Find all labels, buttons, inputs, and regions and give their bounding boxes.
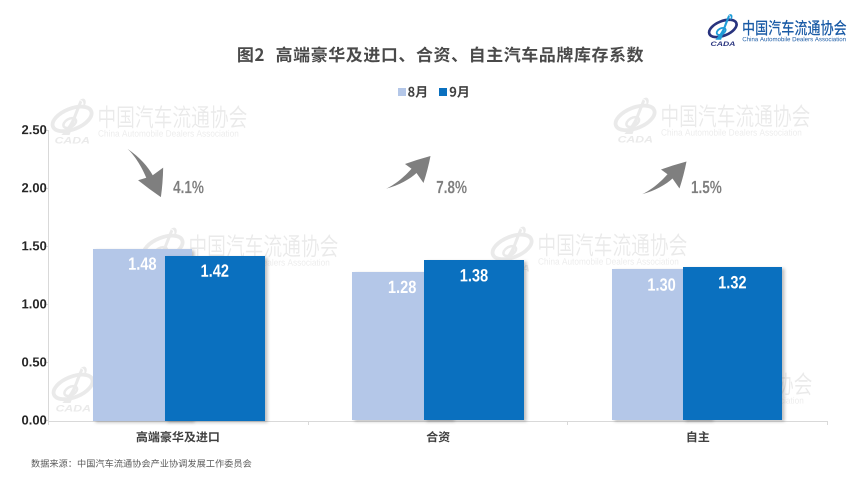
svg-text:CADA: CADA xyxy=(711,41,736,48)
